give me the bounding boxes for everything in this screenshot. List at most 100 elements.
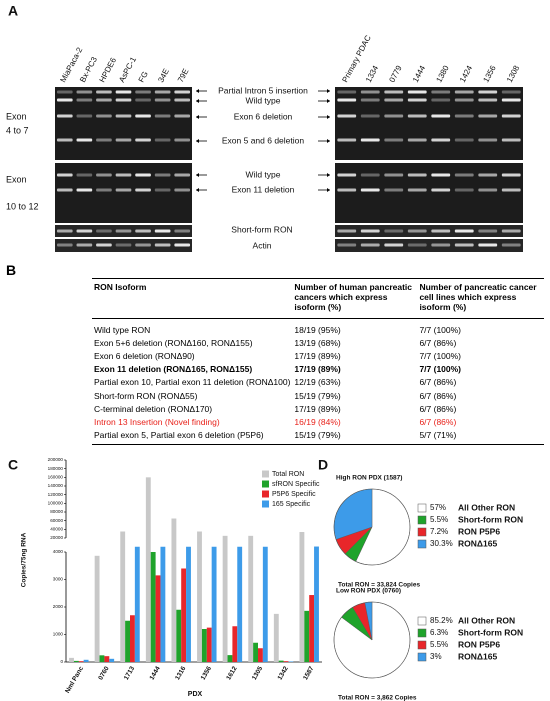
gel-band [360, 229, 380, 233]
gel-band [384, 229, 404, 233]
table-cell: Exon 5+6 deletion (RONΔ160, RONΔ155) [94, 337, 253, 348]
legend-label: RON P5P6 [458, 639, 500, 649]
y-tick-label: 3000 [53, 577, 64, 582]
arrow-head [196, 139, 199, 143]
bar [227, 655, 233, 662]
gel-band [407, 188, 427, 192]
arrow-head [196, 89, 199, 93]
lane-label: Bx-PC3 [78, 55, 99, 84]
gel-band [56, 98, 73, 102]
y-tick-label: 20000 [50, 535, 63, 540]
table-cell: 6/7 (86%) [419, 390, 457, 401]
gel-band [384, 243, 404, 247]
pie-value-label: 57% [430, 503, 446, 512]
bar [99, 655, 105, 662]
gel-band [407, 90, 427, 94]
legend-label: All Other RON [458, 615, 515, 625]
gel-band [431, 188, 451, 192]
gel-band [384, 188, 404, 192]
bar [201, 629, 207, 662]
bar [155, 575, 161, 662]
legend-swatch [417, 527, 427, 537]
gel-band [135, 98, 151, 102]
gel-band [360, 188, 380, 192]
gel-band [174, 138, 191, 142]
gel-band [96, 173, 112, 177]
gel-band [135, 243, 151, 247]
x-tick-label: 1316 [174, 665, 187, 681]
table-cell: 17/19 (89%) [294, 350, 341, 361]
gel-band [115, 90, 132, 94]
lane-label: 79E [176, 67, 191, 84]
gel-band [115, 243, 132, 247]
gel-band [431, 243, 451, 247]
lane-label: 0779 [387, 64, 404, 84]
table-row: Wild type RON 18/19 (95%) 7/7 (100%) [92, 319, 544, 337]
bar [262, 546, 268, 662]
pie-annotation: Total RON = 3,862 Copies [338, 695, 417, 701]
gel-band [154, 243, 171, 247]
gel-band [454, 229, 474, 233]
gel-annotation: Exon 11 deletion [232, 184, 295, 194]
y-tick-label: 180000 [48, 466, 64, 471]
bar [222, 535, 228, 662]
gel-band [501, 188, 521, 192]
gel-band [96, 243, 112, 247]
table-cell: 6/7 (86%) [419, 377, 457, 388]
arrow-head [327, 89, 330, 93]
bar [211, 546, 217, 662]
gel-band [135, 173, 151, 177]
table-cell: Intron 13 Insertion (Novel finding) [94, 416, 220, 427]
gel-band [337, 90, 357, 94]
gel-band [76, 98, 93, 102]
table-row: Exon 11 deletion (RONΔ165, RONΔ155) 17/19… [92, 363, 544, 376]
gel-band [360, 90, 380, 94]
lane-label: HPDE6 [98, 56, 119, 84]
x-tick-label: 0760 [97, 665, 110, 681]
bar [171, 518, 177, 662]
pie-value-label: 7.2% [430, 527, 448, 536]
gel-band [56, 173, 73, 177]
gel-section [55, 239, 192, 252]
bar [253, 642, 258, 662]
pie-outline [333, 601, 411, 679]
gel-band [96, 138, 112, 142]
y-tick-label: 1000 [53, 632, 64, 637]
gel-band [76, 188, 93, 192]
gel-band [360, 243, 380, 247]
gel-band [454, 90, 474, 94]
x-tick-label: 1342 [277, 665, 290, 681]
lane-label: 1334 [364, 64, 381, 84]
gel-band [56, 243, 73, 247]
row-label: Exon [6, 111, 27, 121]
y-tick-label: 4000 [53, 549, 64, 554]
gel-band [96, 229, 112, 233]
bar [299, 532, 305, 662]
legend-label: sfRON Specific [272, 481, 320, 488]
bar [176, 609, 182, 662]
bar [314, 546, 319, 662]
legend-label: RON P5P6 [458, 526, 500, 536]
lane-label: 1424 [458, 64, 475, 84]
bar [237, 546, 243, 662]
bar [273, 613, 279, 662]
gel-band [501, 90, 521, 94]
gel-band [174, 98, 191, 102]
legend-swatch [417, 628, 427, 638]
gel-band [96, 114, 112, 118]
column-header: Number of human pancreatic cancers which… [292, 278, 418, 319]
y-tick-label: 60000 [50, 518, 63, 523]
pie-value-label: 3% [430, 652, 442, 661]
bar [304, 610, 310, 662]
bar [186, 546, 191, 662]
bar [206, 627, 212, 662]
gel-band [154, 90, 171, 94]
bar [130, 615, 135, 662]
bar [288, 661, 294, 662]
gel-band [115, 98, 132, 102]
table-cell: 7/7 (100%) [419, 350, 462, 361]
x-tick-label: Nml Panc [64, 665, 85, 694]
gel-band [501, 243, 521, 247]
pie-annotation: Total RON = 33,824 Copies [338, 582, 420, 589]
y-tick-label: 100000 [48, 501, 64, 506]
